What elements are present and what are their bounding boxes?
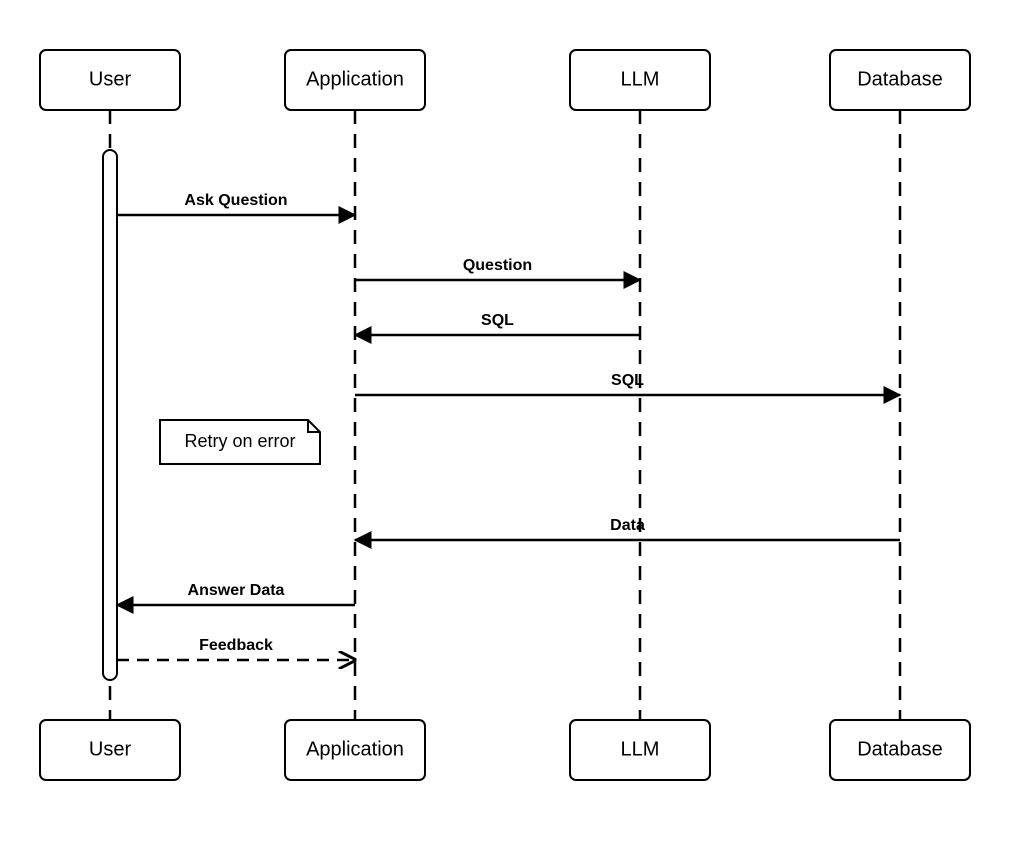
participant-label: LLM [621,68,660,90]
participant-application-bottom: Application [285,720,425,780]
participant-llm-top: LLM [570,50,710,110]
note-0: Retry on error [160,420,320,464]
message-label: Answer Data [188,582,285,599]
message-label: Ask Question [184,192,287,209]
participant-label: Database [857,738,943,760]
participant-label: LLM [621,738,660,760]
participant-label: User [89,738,132,760]
message-label: SQL [481,312,514,329]
participant-label: Application [306,68,404,90]
message-label: SQL [611,372,644,389]
message-label: Feedback [199,637,273,654]
message-label: Data [610,517,645,534]
participant-application-top: Application [285,50,425,110]
participant-llm-bottom: LLM [570,720,710,780]
participant-label: Application [306,738,404,760]
participant-label: User [89,68,132,90]
participant-user-top: User [40,50,180,110]
participant-database-top: Database [830,50,970,110]
sequence-diagram: User Application LLM Database User Applicatio… [0,0,1020,860]
participant-database-bottom: Database [830,720,970,780]
message-label: Question [463,257,532,274]
note-label: Retry on error [184,431,295,451]
participant-label: Database [857,68,943,90]
participant-user-bottom: User [40,720,180,780]
activation-user [103,150,117,680]
